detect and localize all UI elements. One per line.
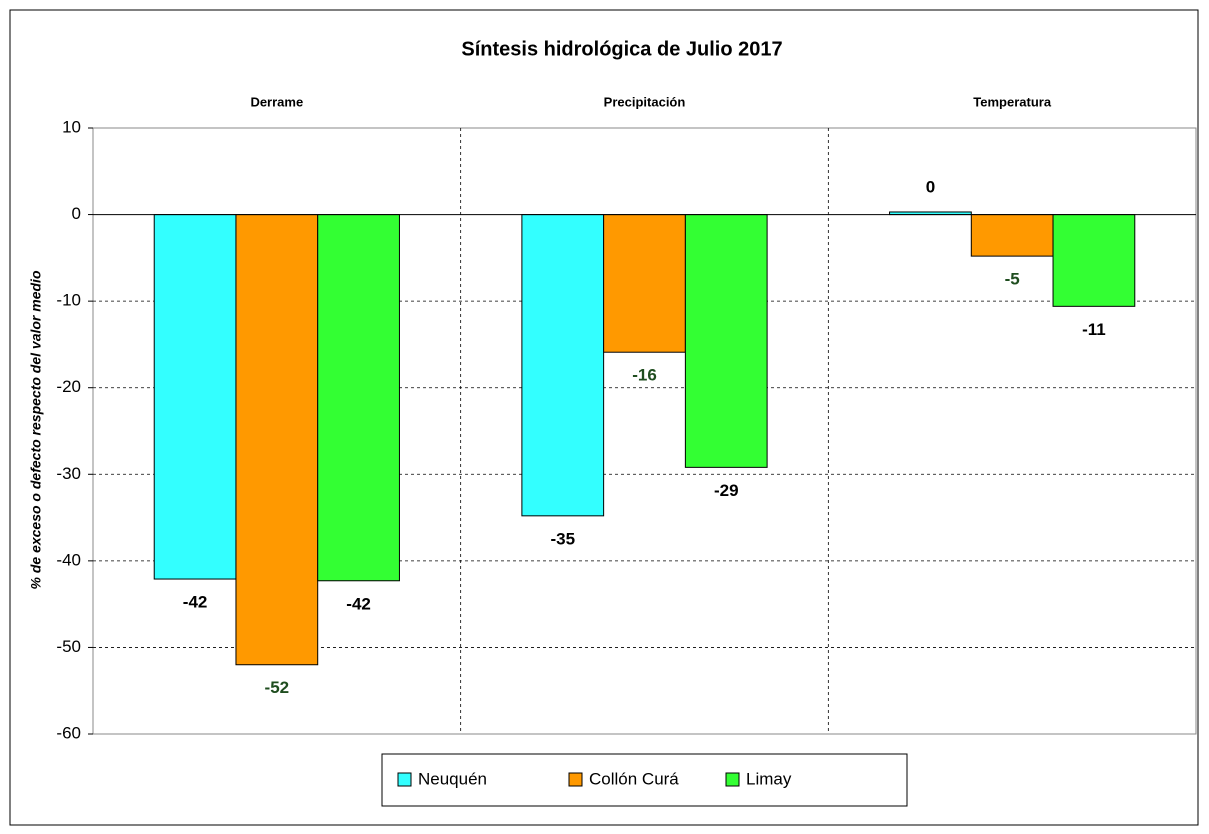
category-label: Temperatura bbox=[973, 94, 1052, 109]
y-tick-label: -40 bbox=[56, 550, 81, 569]
data-label: -5 bbox=[1005, 270, 1020, 289]
data-label: 0 bbox=[926, 177, 935, 196]
y-tick-label: -30 bbox=[56, 464, 81, 483]
data-label: -42 bbox=[183, 593, 208, 612]
y-tick-label: -10 bbox=[56, 291, 81, 310]
legend-box bbox=[381, 753, 908, 807]
bar bbox=[603, 214, 686, 353]
legend-label: Limay bbox=[746, 769, 792, 788]
chart-title: Síntesis hidrológica de Julio 2017 bbox=[461, 38, 782, 60]
legend-label: Collón Curá bbox=[589, 769, 679, 788]
data-label: -52 bbox=[265, 678, 290, 697]
data-label: -42 bbox=[346, 594, 371, 613]
category-label: Precipitación bbox=[604, 94, 686, 109]
bar bbox=[153, 214, 237, 580]
legend-swatch bbox=[725, 772, 740, 787]
y-tick-label: -20 bbox=[56, 377, 81, 396]
y-tick-label: 10 bbox=[62, 117, 81, 136]
y-tick-label: -60 bbox=[56, 723, 81, 742]
y-tick-label: 0 bbox=[72, 204, 81, 223]
legend-swatch bbox=[568, 772, 583, 787]
y-tick-label: -50 bbox=[56, 637, 81, 656]
bar bbox=[521, 214, 605, 517]
data-label: -35 bbox=[550, 529, 575, 548]
data-label: -11 bbox=[1082, 320, 1106, 339]
data-label: -29 bbox=[714, 481, 739, 500]
bar bbox=[317, 214, 400, 582]
legend-swatch bbox=[397, 772, 412, 787]
bar bbox=[684, 214, 768, 468]
category-label: Derrame bbox=[250, 94, 303, 109]
y-axis-label: % de exceso o defecto respecto del valor… bbox=[28, 270, 44, 589]
bar bbox=[1052, 214, 1136, 307]
bar bbox=[970, 214, 1054, 257]
data-label: -16 bbox=[632, 366, 657, 385]
legend-label: Neuquén bbox=[418, 769, 487, 788]
bar bbox=[235, 214, 319, 666]
